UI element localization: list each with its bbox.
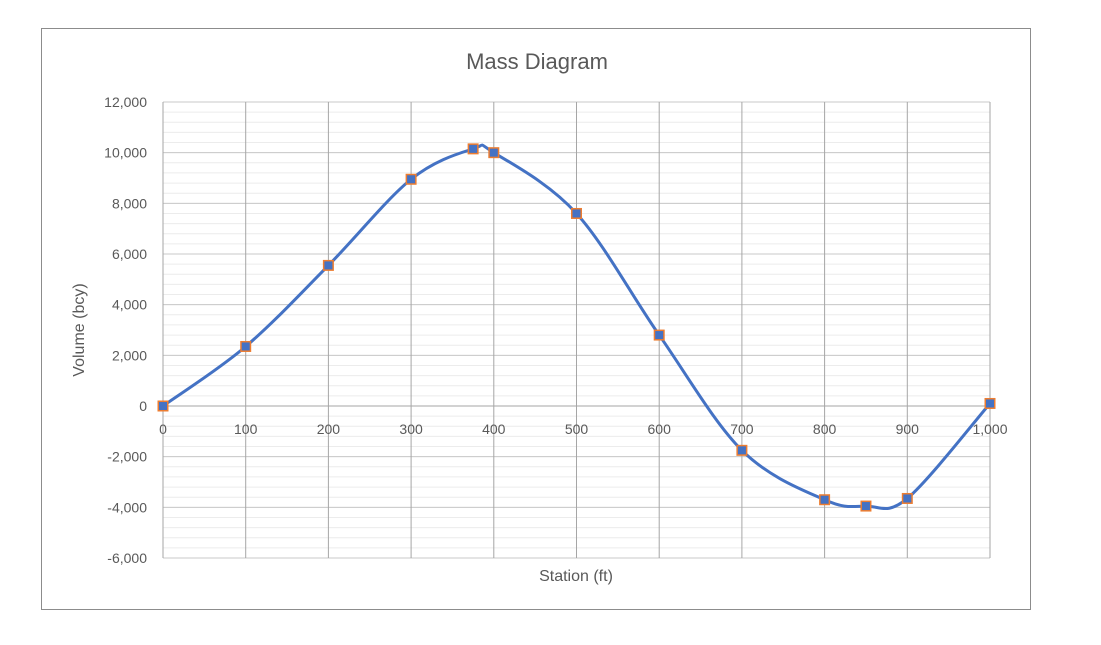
- x-tick-label: 700: [730, 421, 754, 437]
- data-point: [820, 495, 829, 504]
- label-layer: -6,000 -4,000 -2,000 0 2,000 4,000 6,000 8,000 1…: [104, 94, 1008, 566]
- data-point: [986, 399, 994, 408]
- x-tick-label: 100: [234, 421, 258, 437]
- data-point: [572, 209, 581, 218]
- x-tick-label: 300: [399, 421, 423, 437]
- y-tick-label: -6,000: [107, 550, 147, 566]
- axis-layer: [162, 102, 990, 558]
- y-tick-label: 12,000: [104, 94, 147, 110]
- chart-frame: [41, 28, 1031, 610]
- y-tick-label: -4,000: [107, 499, 147, 515]
- x-tick-label: 1,000: [972, 421, 1007, 437]
- x-tick-label: 200: [317, 421, 341, 437]
- grid-layer: [162, 101, 991, 559]
- chart-title: Mass Diagram: [466, 49, 608, 74]
- x-tick-label: 600: [648, 421, 672, 437]
- data-point: [159, 402, 167, 410]
- data-point: [324, 261, 333, 270]
- x-tick-label: 800: [813, 421, 837, 437]
- data-point: [861, 502, 870, 511]
- data-point: [407, 175, 416, 184]
- data-point: [241, 342, 250, 351]
- y-axis-title: Volume (bcy): [71, 283, 88, 376]
- x-axis-title: Station (ft): [539, 568, 613, 585]
- y-tick-label: 6,000: [112, 246, 147, 262]
- y-tick-label: 10,000: [104, 145, 147, 161]
- y-tick-label: 8,000: [112, 195, 147, 211]
- data-point: [469, 144, 478, 153]
- y-tick-label: 0: [139, 398, 147, 414]
- x-tick-label: 900: [896, 421, 920, 437]
- x-tick-label: 400: [482, 421, 506, 437]
- data-point: [903, 494, 912, 503]
- data-point: [655, 331, 664, 340]
- y-tick-label: 2,000: [112, 347, 147, 363]
- x-tick-label: 0: [159, 421, 167, 437]
- series-layer: [157, 143, 996, 512]
- data-point: [737, 446, 746, 455]
- y-tick-label: 4,000: [112, 297, 147, 313]
- x-tick-label: 500: [565, 421, 589, 437]
- y-tick-label: -2,000: [107, 449, 147, 465]
- data-point: [489, 148, 498, 157]
